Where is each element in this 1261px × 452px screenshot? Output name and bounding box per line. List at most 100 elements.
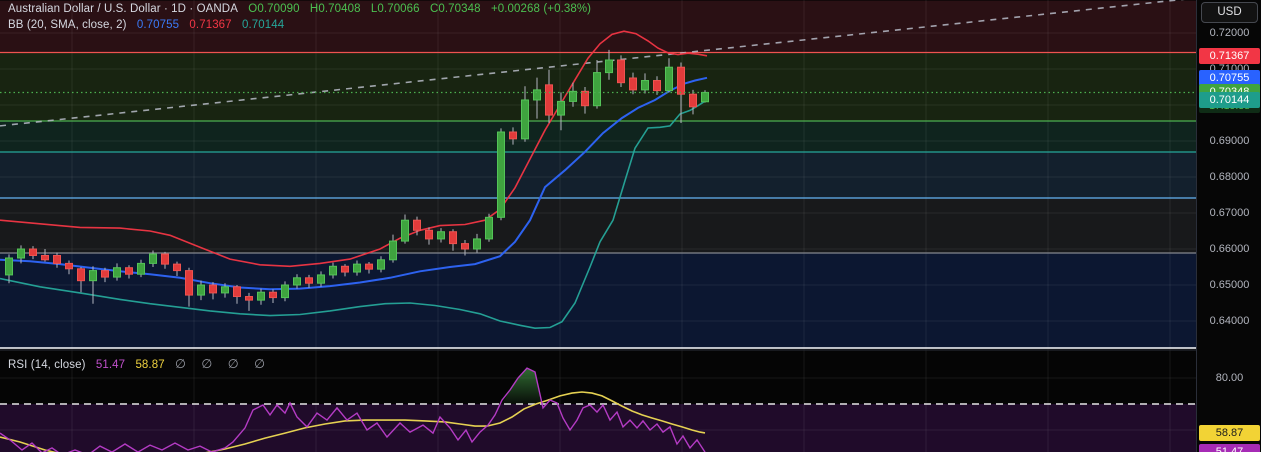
- candle-up: [701, 91, 709, 103]
- bb-upper-line: [0, 30, 708, 268]
- bb-basis-badge: 0.70755: [1199, 69, 1260, 86]
- candle-up: [17, 248, 25, 259]
- ohlc-open: O0.70090: [248, 3, 300, 15]
- bb-lower-badge: 0.70144: [1199, 91, 1260, 108]
- sr-zone-4: [0, 197, 1196, 253]
- candle-up: [533, 89, 541, 101]
- chart-svg[interactable]: [0, 0, 1196, 452]
- candle-up: [197, 284, 205, 296]
- candle-down: [689, 93, 697, 108]
- candle-up: [521, 99, 529, 140]
- bb-title: BB (20, SMA, close, 2): [8, 19, 127, 31]
- ohlc-change: +0.00268 (+0.38%): [490, 3, 592, 15]
- bb-upper-badge: 0.71367: [1199, 47, 1260, 64]
- candle-down: [413, 219, 421, 231]
- candle-down: [581, 90, 589, 107]
- candle-down: [185, 270, 193, 296]
- ohlc-high: H0.70408: [309, 3, 361, 15]
- candle-down: [65, 262, 73, 270]
- bb-upper-value: 0.71367: [189, 19, 232, 31]
- rsi-ma-badge: 58.87: [1199, 424, 1260, 441]
- candle-down: [653, 80, 661, 92]
- price-axis-label: 0.67000: [1209, 207, 1250, 219]
- candle-down: [125, 267, 133, 275]
- candle-up: [437, 231, 445, 240]
- candle-up: [641, 80, 649, 91]
- rsi-legend[interactable]: RSI (14, close) 51.47 58.87 ∅ ∅ ∅ ∅: [8, 356, 278, 371]
- candle-down: [245, 296, 253, 301]
- bb-basis-value: 0.70755: [136, 19, 180, 31]
- candle-down: [509, 131, 517, 140]
- candle-up: [89, 270, 97, 282]
- candle-down: [269, 291, 277, 299]
- candle-down: [53, 254, 61, 264]
- bb-lower-value: 0.70144: [241, 19, 285, 31]
- chart-canvas[interactable]: [0, 0, 1196, 452]
- candle-up: [329, 265, 337, 276]
- candle-up: [473, 238, 481, 250]
- candle-up: [113, 267, 121, 278]
- candle-up: [569, 90, 577, 102]
- candle-up: [497, 131, 505, 218]
- candle-up: [401, 219, 409, 242]
- rsi-value-badge: 51.47: [1199, 444, 1260, 452]
- price-axis-label: 0.72000: [1209, 27, 1250, 39]
- candle-up: [293, 277, 301, 286]
- rsi-axis-label: 80.00: [1215, 372, 1244, 384]
- candle-down: [209, 284, 217, 294]
- rsi-title: RSI (14, close): [8, 359, 86, 371]
- candle-down: [305, 277, 313, 284]
- candle-down: [101, 270, 109, 278]
- candle-down: [545, 84, 553, 116]
- candle-down: [173, 263, 181, 272]
- candle-up: [149, 253, 157, 264]
- candle-up: [353, 263, 361, 273]
- sr-zone-2: [0, 120, 1196, 153]
- candle-down: [425, 229, 433, 240]
- sr-zone-5: [0, 252, 1196, 348]
- candle-down: [461, 243, 469, 250]
- symbol-title: Australian Dollar / U.S. Dollar · 1D · O…: [8, 3, 238, 15]
- candle-down: [449, 231, 457, 245]
- price-axis-label: 0.68000: [1209, 171, 1250, 183]
- ohlc-close: C0.70348: [429, 3, 481, 15]
- rsi-ma-line: [0, 391, 706, 452]
- candle-up: [5, 257, 13, 276]
- candle-down: [41, 254, 49, 261]
- rsi-value: 51.47: [95, 359, 126, 371]
- symbol-legend[interactable]: Australian Dollar / U.S. Dollar · 1D · O…: [8, 3, 598, 15]
- price-axis-label: 0.64000: [1209, 315, 1250, 327]
- candle-up: [221, 286, 229, 294]
- candle-up: [377, 259, 385, 270]
- rsi-line: [0, 367, 706, 452]
- bb-basis-line: [0, 76, 708, 291]
- price-axis[interactable]: USD 0.720000.710000.690000.680000.670000…: [1196, 0, 1261, 452]
- rsi-ma-value: 58.87: [135, 359, 165, 371]
- price-axis-label: 0.66000: [1209, 243, 1250, 255]
- candle-down: [77, 268, 85, 282]
- rsi-overbought-fill: [502, 368, 541, 404]
- price-axis-label: 0.69000: [1209, 135, 1250, 147]
- currency-toggle-button[interactable]: USD: [1201, 2, 1258, 23]
- candle-down: [617, 59, 625, 84]
- candle-down: [677, 66, 685, 95]
- candle-up: [485, 216, 493, 240]
- candle-down: [233, 286, 241, 298]
- candle-down: [341, 265, 349, 273]
- candle-up: [593, 72, 601, 107]
- bb-lower-line: [0, 99, 708, 330]
- candle-down: [29, 248, 37, 256]
- candle-up: [281, 284, 289, 299]
- candle-up: [557, 100, 565, 116]
- sr-zone-0: [0, 0, 1196, 53]
- candle-down: [365, 263, 373, 270]
- bb-legend[interactable]: BB (20, SMA, close, 2) 0.70755 0.71367 0…: [8, 19, 291, 31]
- price-axis-label: 0.65000: [1209, 279, 1250, 291]
- rsi-null-values: ∅ ∅ ∅ ∅: [175, 357, 271, 371]
- candle-up: [665, 66, 673, 92]
- ohlc-low: L0.70066: [370, 3, 420, 15]
- candle-up: [317, 274, 325, 284]
- sr-zone-3: [0, 152, 1196, 198]
- candle-down: [161, 253, 169, 265]
